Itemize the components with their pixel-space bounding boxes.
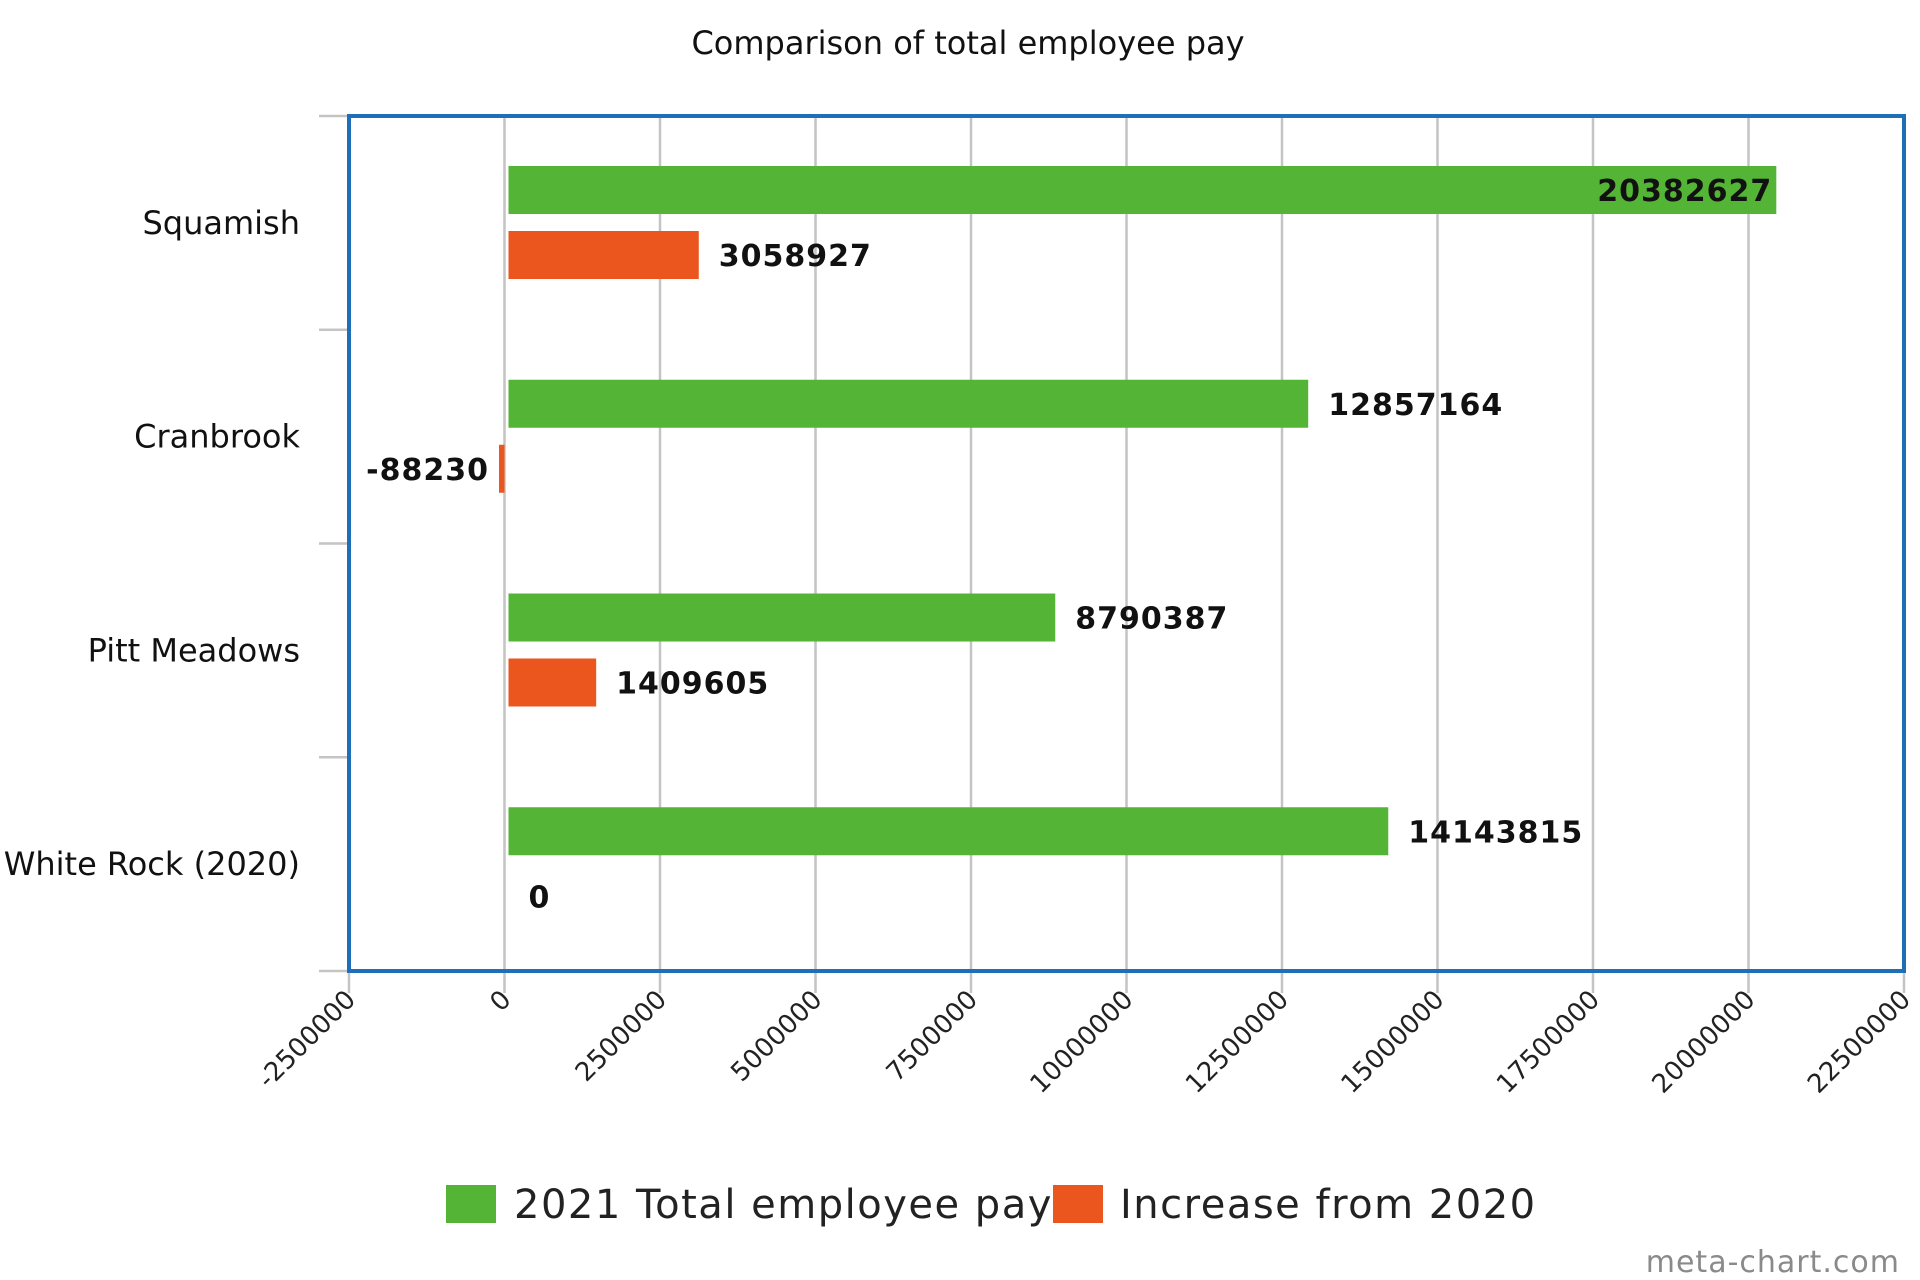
legend-label: 2021 Total employee pay: [514, 1182, 1053, 1228]
bars: [499, 166, 1777, 856]
x-tick-label: 7500000: [881, 985, 984, 1088]
plot-frame: [347, 114, 1906, 973]
data-label: 1409605: [616, 667, 769, 702]
data-label: 20382627: [1597, 174, 1772, 209]
legend-label: Increase from 2020: [1120, 1182, 1537, 1228]
category-label: Pitt Meadows: [88, 631, 300, 669]
category-labels: Squamish Cranbrook Pitt Meadows White Rock …: [4, 204, 301, 883]
x-tick-label: 0: [485, 985, 518, 1018]
bar: [508, 807, 1389, 856]
data-label: 8790387: [1075, 602, 1228, 637]
x-tick-label: 10000000: [1025, 985, 1140, 1100]
legend-swatch: [1053, 1185, 1103, 1223]
x-tick-label: 15000000: [1336, 985, 1451, 1100]
category-label: Squamish: [142, 204, 300, 242]
data-label: 0: [529, 880, 551, 915]
data-labels: 20382627 12857164 8790387 14143815 3058927 -8…: [366, 174, 1772, 915]
x-tick-label: 22500000: [1802, 985, 1917, 1100]
data-label: -88230: [366, 453, 489, 488]
bar: [508, 593, 1056, 642]
category-label: Cranbrook: [134, 418, 300, 456]
data-label: 12857164: [1328, 388, 1503, 423]
data-label: 3058927: [719, 239, 872, 274]
x-tick-label: 20000000: [1647, 985, 1762, 1100]
category-label: White Rock (2020): [4, 845, 300, 883]
bar: [499, 444, 505, 493]
x-tick-label: 12500000: [1180, 985, 1295, 1100]
bar: [508, 231, 699, 279]
bar: [508, 658, 597, 707]
legend: 2021 Total employee pay Increase from 202…: [446, 1182, 1537, 1228]
x-tick-label: 17500000: [1491, 985, 1606, 1100]
bar: [508, 379, 1309, 428]
chart-title: Comparison of total employee pay: [691, 24, 1244, 62]
x-tick-labels: -2500000 0 2500000 5000000 7500000 10000000 12…: [252, 985, 1917, 1100]
category-ticks: [319, 114, 349, 973]
x-tick-label: 2500000: [570, 985, 673, 1088]
bar: [508, 166, 1777, 214]
legend-swatch: [446, 1185, 496, 1223]
data-label: 14143815: [1408, 815, 1583, 850]
watermark: meta-chart.com: [1646, 1245, 1900, 1280]
x-tick-label: 5000000: [725, 985, 828, 1088]
x-tick-label: -2500000: [252, 985, 362, 1095]
